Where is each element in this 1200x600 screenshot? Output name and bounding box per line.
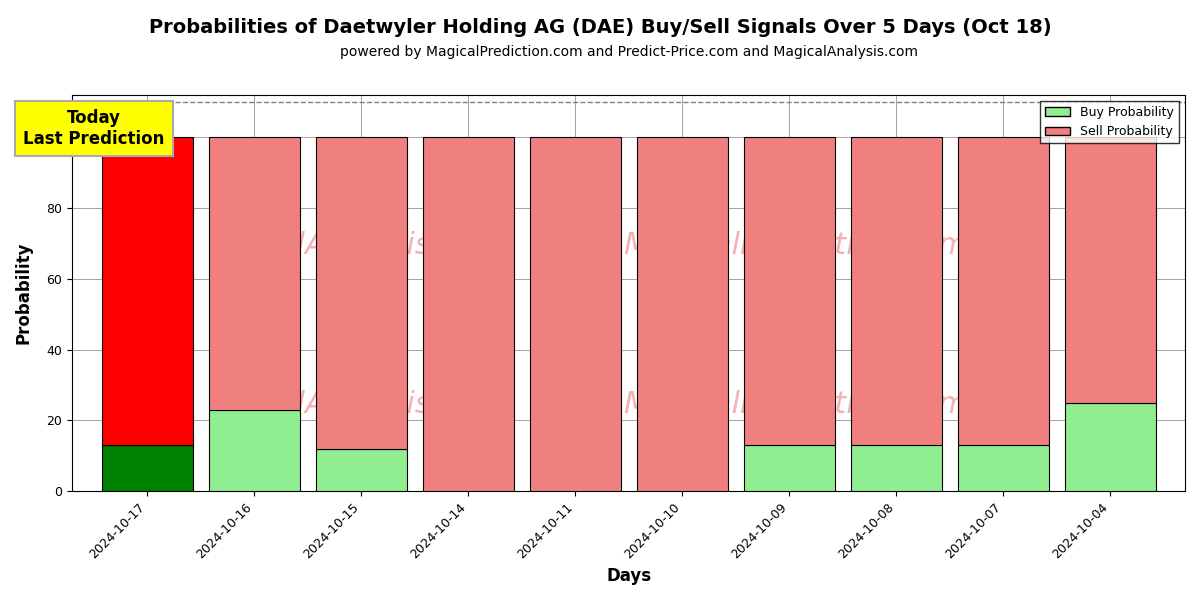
Bar bbox=[744, 445, 834, 491]
Bar bbox=[1064, 403, 1156, 491]
Bar bbox=[316, 449, 407, 491]
Bar bbox=[102, 445, 192, 491]
Text: MagicalPrediction.com: MagicalPrediction.com bbox=[623, 389, 968, 419]
Text: calAnalysis.com: calAnalysis.com bbox=[262, 389, 506, 419]
Bar bbox=[316, 137, 407, 449]
Bar bbox=[209, 137, 300, 410]
Bar bbox=[851, 445, 942, 491]
Bar bbox=[637, 137, 727, 491]
Bar bbox=[958, 137, 1049, 445]
Y-axis label: Probability: Probability bbox=[16, 242, 34, 344]
Title: powered by MagicalPrediction.com and Predict-Price.com and MagicalAnalysis.com: powered by MagicalPrediction.com and Pre… bbox=[340, 45, 918, 59]
Legend: Buy Probability, Sell Probability: Buy Probability, Sell Probability bbox=[1040, 101, 1178, 143]
Text: MagicalPrediction.com: MagicalPrediction.com bbox=[623, 231, 968, 260]
Text: calAnalysis.com: calAnalysis.com bbox=[262, 231, 506, 260]
Bar bbox=[851, 137, 942, 445]
Bar bbox=[958, 445, 1049, 491]
Bar bbox=[529, 137, 620, 491]
Bar bbox=[209, 410, 300, 491]
X-axis label: Days: Days bbox=[606, 567, 652, 585]
Bar bbox=[102, 137, 192, 445]
Text: Probabilities of Daetwyler Holding AG (DAE) Buy/Sell Signals Over 5 Days (Oct 18: Probabilities of Daetwyler Holding AG (D… bbox=[149, 18, 1051, 37]
Bar bbox=[744, 137, 834, 445]
Text: Today
Last Prediction: Today Last Prediction bbox=[23, 109, 164, 148]
Bar bbox=[1064, 137, 1156, 403]
Bar bbox=[422, 137, 514, 491]
